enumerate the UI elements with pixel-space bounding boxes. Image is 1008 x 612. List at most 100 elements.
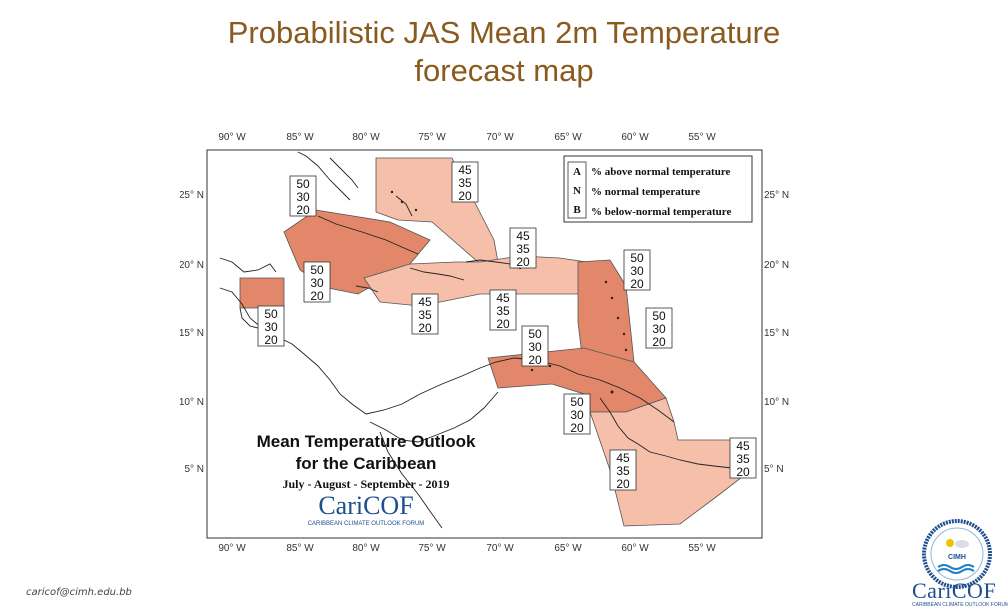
lat-label: 20° N <box>764 260 789 271</box>
probability-value-a: 45 <box>418 295 432 309</box>
probability-value-b: 20 <box>736 465 750 479</box>
title-line-2: forecast map <box>414 53 594 88</box>
lon-labels-bottom: 90° W 85° W 80° W 75° W 70° W 65° W 60° … <box>218 543 716 554</box>
lat-label: 25° N <box>764 190 789 201</box>
lon-label: 85° W <box>286 132 314 143</box>
probability-value-a: 50 <box>310 263 324 277</box>
probability-value-a: 45 <box>616 451 630 465</box>
probability-value-b: 20 <box>296 203 310 217</box>
page-title: Probabilistic JAS Mean 2m Temperature fo… <box>0 14 1008 90</box>
footer-email: caricof@cimh.edu.bb <box>26 587 132 598</box>
wave-icon <box>937 564 975 570</box>
probability-box-frame <box>489 289 517 331</box>
probability-box-frame <box>609 449 637 491</box>
probability-value-a: 50 <box>296 177 310 191</box>
lon-label: 90° W <box>218 543 246 554</box>
lon-label: 85° W <box>286 543 314 554</box>
probability-value-b: 20 <box>418 321 432 335</box>
probability-value-b: 20 <box>630 277 644 291</box>
lon-label: 70° W <box>486 132 514 143</box>
lon-label: 70° W <box>486 543 514 554</box>
legend-key: A <box>573 166 581 178</box>
probability-value-n: 30 <box>652 322 666 336</box>
caricof-map-logo: CariCOF CARIBBEAN CLIMATE OUTLOOK FORUM <box>308 491 425 527</box>
legend-key: N <box>573 185 581 197</box>
legend-box <box>563 155 753 223</box>
lat-label: 20° N <box>180 260 204 271</box>
probability-value-b: 20 <box>496 317 510 331</box>
probability-box-frame <box>563 393 591 435</box>
probability-box-frame <box>729 437 757 479</box>
probability-value-n: 30 <box>310 276 324 290</box>
probability-box-frame <box>257 305 285 347</box>
probability-value-n: 35 <box>736 452 750 466</box>
lon-label: 65° W <box>554 132 582 143</box>
lon-label: 55° W <box>688 543 716 554</box>
cloud-icon <box>955 540 969 548</box>
legend-text: % above normal temperature <box>591 166 731 178</box>
probability-value-b: 20 <box>458 189 472 203</box>
probability-value-b: 20 <box>264 333 278 347</box>
legend-text: % below-normal temperature <box>591 206 731 218</box>
forecast-map: 90° W 85° W 80° W 75° W 70° W 65° W 60° … <box>180 132 789 554</box>
probability-value-a: 45 <box>496 291 510 305</box>
map-heading-line-2: for the Caribbean <box>296 454 437 473</box>
lat-label: 10° N <box>180 397 204 408</box>
probability-value-b: 20 <box>616 477 630 491</box>
title-line-1: Probabilistic JAS Mean 2m Temperature <box>227 15 781 50</box>
caricof-footer-logo: CariCOF CARIBBEAN CLIMATE OUTLOOK FORUM <box>912 578 1008 608</box>
map-heading-line-1: Mean Temperature Outlook <box>257 432 476 451</box>
probability-value-a: 50 <box>652 309 666 323</box>
caricof-footer-logo-subtext: CARIBBEAN CLIMATE OUTLOOK FORUM <box>912 602 1008 608</box>
probability-box-frame <box>645 307 673 349</box>
region-belize <box>239 277 285 309</box>
map-period: July - August - September - 2019 <box>282 477 449 491</box>
lon-label: 60° W <box>621 132 649 143</box>
legend: A N B % above normal temperature % norma… <box>563 155 753 223</box>
probability-box-frame <box>451 161 479 203</box>
map-heading: Mean Temperature Outlook for the Caribbe… <box>257 432 476 491</box>
probability-value-n: 35 <box>616 464 630 478</box>
small-islands <box>390 190 628 394</box>
probability-value-b: 20 <box>310 289 324 303</box>
probability-value-n: 35 <box>496 304 510 318</box>
probability-value-a: 50 <box>630 251 644 265</box>
probability-value-a: 50 <box>264 307 278 321</box>
cimh-name: CIMH <box>948 554 966 561</box>
lon-label: 60° W <box>621 543 649 554</box>
probability-value-a: 45 <box>516 229 530 243</box>
legend-key-box <box>567 161 587 219</box>
lat-label: 5° N <box>184 464 204 475</box>
probability-box-frame <box>289 175 317 217</box>
probability-box-frame <box>411 293 439 335</box>
probability-value-n: 35 <box>516 242 530 256</box>
lat-labels-left: 25° N 20° N 15° N 10° N 5° N <box>180 190 204 475</box>
caricof-logo-text: CariCOF <box>318 491 413 520</box>
lon-label: 75° W <box>418 543 446 554</box>
probability-value-b: 20 <box>652 335 666 349</box>
lon-label: 65° W <box>554 543 582 554</box>
lat-label: 10° N <box>764 397 789 408</box>
legend-text: % normal temperature <box>591 186 700 198</box>
probability-box-frame <box>521 325 549 367</box>
lon-label: 75° W <box>418 132 446 143</box>
probability-value-a: 50 <box>570 395 584 409</box>
lat-label: 25° N <box>180 190 204 201</box>
caricof-logo-subtext: CARIBBEAN CLIMATE OUTLOOK FORUM <box>308 521 425 527</box>
probability-value-a: 45 <box>458 163 472 177</box>
probability-value-n: 35 <box>418 308 432 322</box>
probability-box-frame <box>303 261 331 303</box>
probability-value-n: 35 <box>458 176 472 190</box>
cimh-logo: CIMH <box>922 519 992 589</box>
probability-value-b: 20 <box>516 255 530 269</box>
